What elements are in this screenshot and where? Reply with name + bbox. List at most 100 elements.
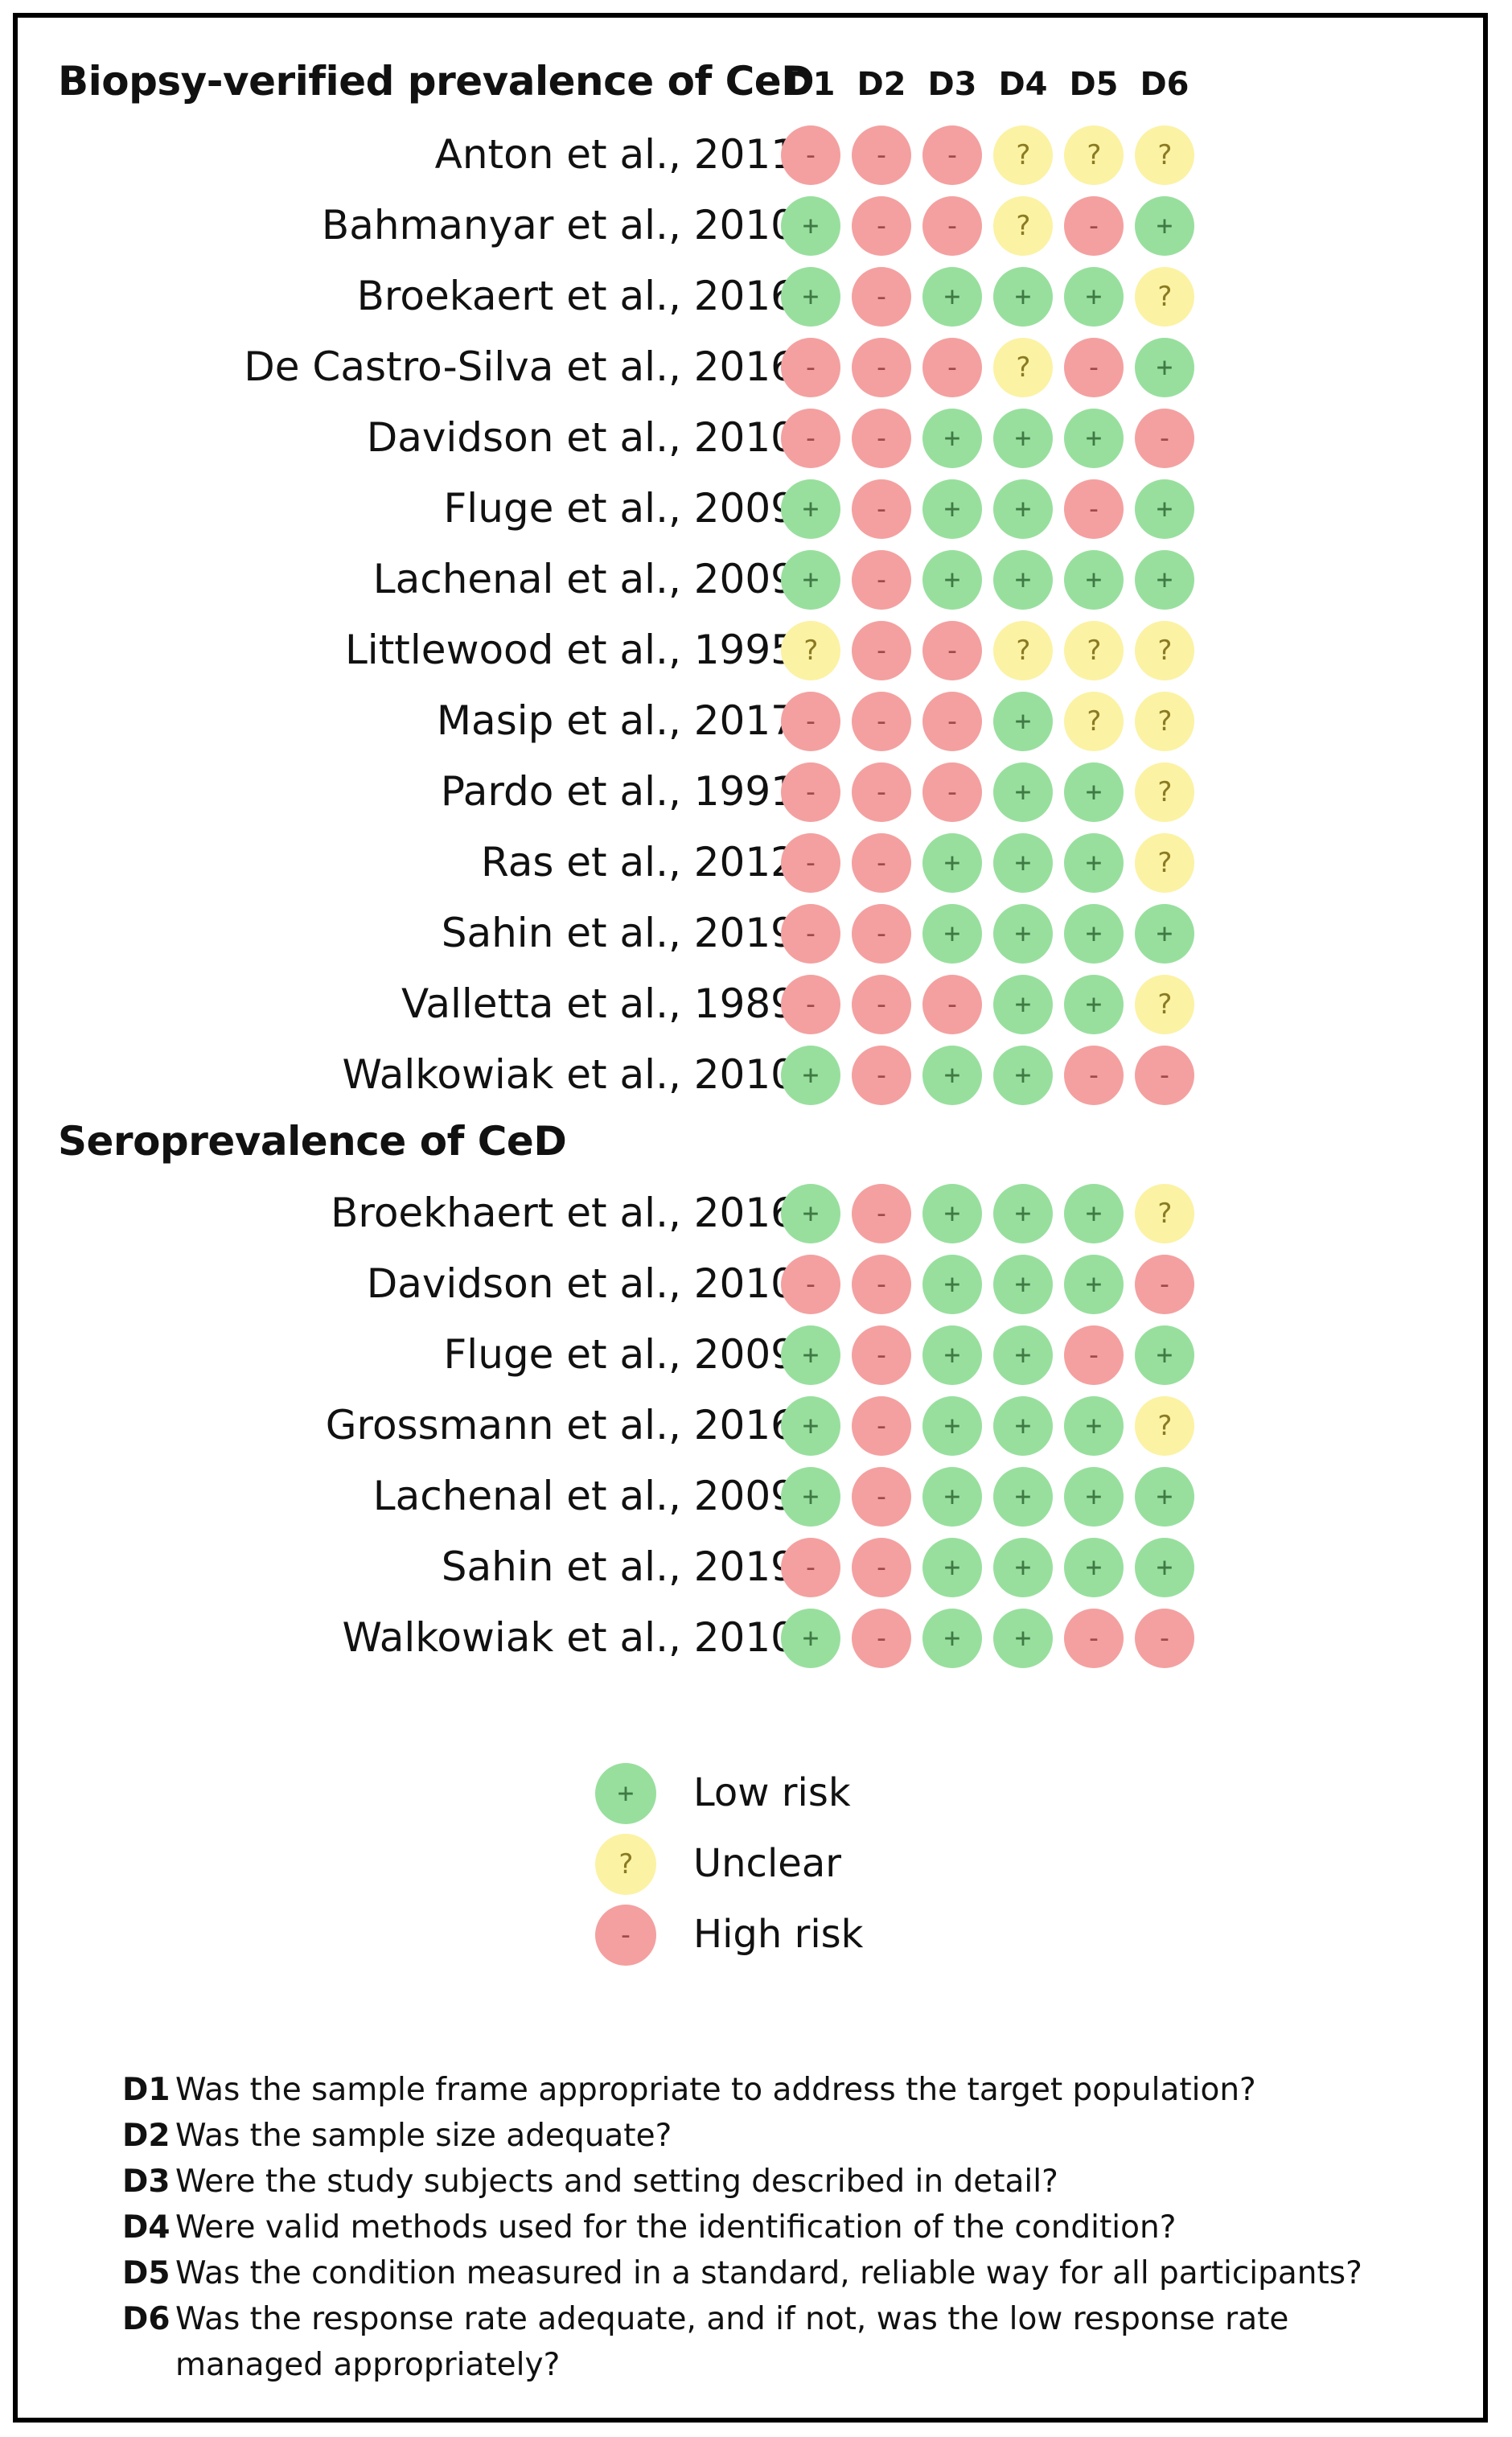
study-row: Fluge et al., 2009 + - + + - +	[0, 1319, 1512, 1390]
low-risk-icon: +	[993, 692, 1053, 751]
study-row: Broekaert et al., 2016 + - + + +?	[0, 261, 1512, 331]
study-row: Bahmanyar et al., 2010 + - -? - +	[0, 190, 1512, 261]
low-risk-icon: +	[1135, 1538, 1194, 1597]
study-name: Fluge et al., 2009	[443, 485, 796, 532]
study-name: Walkowiak et al., 2010	[342, 1051, 796, 1098]
study-row: Walkowiak et al., 2010 + - + + - -	[0, 1602, 1512, 1673]
high-risk-icon: -	[852, 1046, 911, 1105]
study-name: Fluge et al., 2009	[443, 1331, 796, 1378]
legend-label: Unclear	[693, 1841, 841, 1886]
study-row: Anton et al., 2011- - -???	[0, 119, 1512, 190]
legend-label: Low risk	[693, 1770, 851, 1815]
low-risk-icon: +	[922, 1467, 982, 1527]
column-header-d2: D2	[857, 66, 906, 103]
domain-code: D1	[122, 2072, 171, 2108]
unclear-risk-icon: ?	[1135, 762, 1194, 822]
domain-code: D6	[122, 2301, 171, 2337]
high-risk-icon: -	[1064, 1046, 1124, 1105]
low-risk-icon: +	[922, 479, 982, 539]
low-risk-icon: +	[993, 1255, 1053, 1314]
legend-item-low: + Low risk	[595, 1757, 1078, 1828]
low-risk-icon: +	[1135, 196, 1194, 256]
study-name: Ras et al., 2012	[481, 839, 796, 886]
low-risk-icon: +	[781, 1396, 840, 1456]
low-risk-icon: +	[993, 833, 1053, 893]
unclear-risk-icon: ?	[993, 338, 1053, 397]
high-risk-icon: -	[852, 1467, 911, 1527]
high-risk-icon: -	[852, 409, 911, 468]
low-risk-icon: +	[993, 1609, 1053, 1668]
column-header-d1: D1	[786, 66, 836, 103]
high-risk-icon: -	[781, 762, 840, 822]
low-risk-icon: +	[1064, 833, 1124, 893]
high-risk-icon: -	[781, 904, 840, 964]
low-risk-icon: +	[781, 1184, 840, 1243]
legend-label: High risk	[693, 1912, 864, 1957]
unclear-risk-icon: ?	[1135, 975, 1194, 1034]
study-name: Bahmanyar et al., 2010	[321, 202, 796, 249]
study-name: Anton et al., 2011	[434, 131, 796, 178]
domain-notes: D1 Was the sample frame appropriate to ad…	[122, 2067, 1441, 2388]
study-row: Masip et al., 2017- - - +??	[0, 685, 1512, 756]
unclear-risk-icon: ?	[1135, 692, 1194, 751]
high-risk-icon: -	[852, 1396, 911, 1456]
low-risk-icon: +	[781, 1046, 840, 1105]
low-risk-icon: +	[922, 1609, 982, 1668]
study-name: Sahin et al., 2019	[441, 910, 796, 956]
high-risk-icon: -	[852, 479, 911, 539]
high-risk-icon: -	[781, 833, 840, 893]
high-risk-icon: -	[852, 904, 911, 964]
domain-code: D4	[122, 2209, 171, 2246]
study-name: Littlewood et al., 1995	[344, 627, 796, 673]
high-risk-icon: -	[781, 1255, 840, 1314]
high-risk-icon: -	[922, 196, 982, 256]
low-risk-icon: +	[1135, 1325, 1194, 1385]
high-risk-icon: -	[852, 692, 911, 751]
study-name: Davidson et al., 2010	[366, 1260, 796, 1307]
unclear-risk-icon: ?	[781, 621, 840, 680]
study-name: Lachenal et al., 2009	[372, 1473, 796, 1519]
low-risk-icon: +	[1135, 479, 1194, 539]
study-row: Lachenal et al., 2009 + - + + + +	[0, 1461, 1512, 1531]
column-header-d5: D5	[1069, 66, 1119, 103]
domain-question: Were the study subjects and setting desc…	[175, 2164, 1058, 2200]
high-risk-icon: -	[1064, 479, 1124, 539]
study-row: Lachenal et al., 2009 + - + + + +	[0, 544, 1512, 614]
high-risk-icon: -	[595, 1905, 656, 1966]
high-risk-icon: -	[781, 692, 840, 751]
column-header-d4: D4	[998, 66, 1048, 103]
low-risk-icon: +	[993, 1538, 1053, 1597]
unclear-risk-icon: ?	[1064, 125, 1124, 185]
high-risk-icon: -	[852, 125, 911, 185]
low-risk-icon: +	[922, 1325, 982, 1385]
low-risk-icon: +	[1064, 1467, 1124, 1527]
study-name: Grossmann et al., 2016	[325, 1402, 796, 1449]
study-row: Walkowiak et al., 2010 + - + + - -	[0, 1039, 1512, 1110]
unclear-risk-icon: ?	[1135, 833, 1194, 893]
domain-question: Were valid methods used for the identifi…	[175, 2209, 1177, 2246]
low-risk-icon: +	[1064, 1184, 1124, 1243]
study-name: De Castro-Silva et al., 2016	[244, 343, 796, 390]
study-name: Valletta et al., 1989	[401, 980, 796, 1027]
study-row: Fluge et al., 2009 + - + + - +	[0, 473, 1512, 544]
high-risk-icon: -	[1135, 1046, 1194, 1105]
domain-code: D5	[122, 2255, 171, 2291]
low-risk-icon: +	[1135, 904, 1194, 964]
low-risk-icon: +	[781, 479, 840, 539]
low-risk-icon: +	[781, 1325, 840, 1385]
study-row: Broekhaert et al., 2016 + - + + +?	[0, 1177, 1512, 1248]
study-name: Broekhaert et al., 2016	[331, 1190, 796, 1236]
high-risk-icon: -	[852, 762, 911, 822]
study-name: Walkowiak et al., 2010	[342, 1614, 796, 1661]
unclear-risk-icon: ?	[1135, 1396, 1194, 1456]
low-risk-icon: +	[1064, 409, 1124, 468]
low-risk-icon: +	[1064, 762, 1124, 822]
low-risk-icon: +	[781, 1609, 840, 1668]
domain-note: D3 Were the study subjects and setting de…	[122, 2159, 1441, 2205]
study-name: Lachenal et al., 2009	[372, 556, 796, 602]
low-risk-icon: +	[922, 1046, 982, 1105]
low-risk-icon: +	[595, 1763, 656, 1824]
high-risk-icon: -	[1135, 1609, 1194, 1668]
domain-note: D1 Was the sample frame appropriate to ad…	[122, 2067, 1441, 2113]
unclear-risk-icon: ?	[1064, 692, 1124, 751]
